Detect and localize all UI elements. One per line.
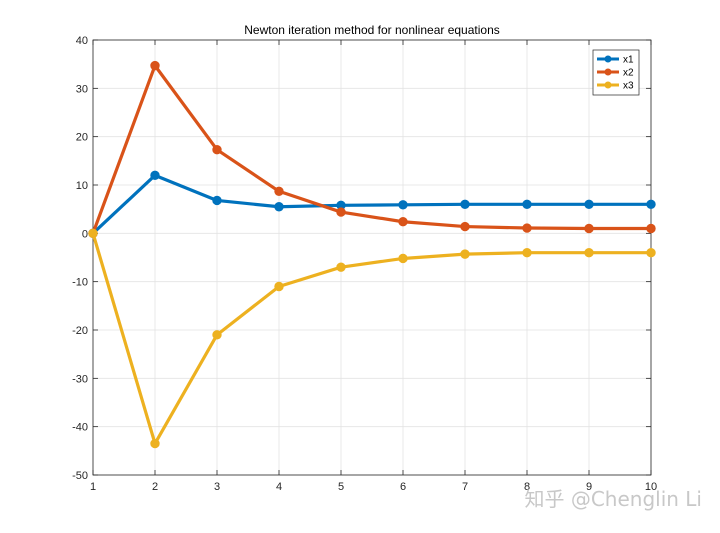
series-x3 — [88, 228, 656, 449]
data-point-x3 — [150, 438, 160, 449]
x-tick-label: 1 — [90, 481, 96, 493]
data-point-x2 — [584, 223, 594, 234]
data-point-x3 — [398, 253, 408, 264]
series-line-x3 — [91, 231, 653, 446]
legend-marker-x1 — [604, 55, 612, 63]
data-point-x3 — [88, 228, 98, 239]
y-tick-label: 0 — [82, 228, 88, 240]
data-point-x3 — [646, 247, 656, 258]
y-tick-label: -30 — [72, 373, 88, 385]
y-tick-label: 40 — [76, 35, 88, 47]
data-point-x2 — [336, 207, 346, 217]
series-line-x2 — [91, 64, 653, 235]
x-tick-label: 4 — [276, 481, 282, 493]
series-x2 — [88, 60, 656, 239]
legend-label-x1: x1 — [623, 55, 634, 66]
data-point-x1 — [522, 199, 532, 210]
data-point-x3 — [274, 281, 284, 292]
data-point-x3 — [460, 249, 470, 259]
x-tick-label: 5 — [338, 481, 344, 493]
data-point-x2 — [274, 186, 284, 196]
plot-area — [93, 40, 651, 475]
data-point-x1 — [398, 200, 408, 210]
data-point-x1 — [274, 202, 284, 212]
data-point-x2 — [398, 217, 408, 227]
y-tick-label: 10 — [76, 180, 88, 192]
data-point-x3 — [212, 330, 222, 340]
legend: x1 x2 x3 — [592, 49, 640, 96]
series-line-x1 — [91, 173, 653, 235]
data-point-x3 — [336, 262, 346, 272]
y-tick-label: -40 — [72, 422, 88, 434]
plot-frame — [92, 39, 652, 476]
chart-title: Newton iteration method for nonlinear eq… — [244, 23, 500, 37]
y-tick-label: -20 — [72, 325, 88, 337]
legend-marker-x3 — [604, 81, 612, 89]
axis-ticks: 1 2 3 4 5 6 7 8 9 10 40 30 20 10 0 -10 -20 -30 -40 -50 — [72, 35, 657, 493]
y-tick-label: -50 — [72, 470, 88, 482]
x-tick-label: 3 — [214, 481, 220, 493]
data-point-x1 — [646, 199, 656, 210]
legend-label-x3: x3 — [623, 81, 634, 92]
data-point-x3 — [584, 247, 594, 258]
x-tick-label: 8 — [524, 481, 530, 493]
data-point-x2 — [150, 60, 160, 71]
data-point-x3 — [522, 247, 532, 258]
data-point-x1 — [212, 195, 222, 206]
data-point-x2 — [460, 221, 470, 232]
x-tick-label: 6 — [400, 481, 406, 493]
data-point-x2 — [212, 145, 222, 155]
legend-marker-x2 — [604, 68, 612, 76]
x-tick-label: 2 — [152, 481, 158, 493]
y-tick-label: 30 — [76, 83, 88, 95]
watermark: 知乎 @Chenglin Li — [524, 487, 702, 511]
data-series — [88, 60, 656, 449]
legend-label-x2: x2 — [623, 68, 634, 79]
data-point-x1 — [460, 199, 470, 210]
data-point-x2 — [522, 223, 532, 233]
y-tick-label: 20 — [76, 132, 88, 144]
data-point-x1 — [584, 199, 594, 210]
x-tick-label: 10 — [645, 481, 657, 493]
data-point-x2 — [646, 223, 656, 234]
data-point-x1 — [150, 170, 160, 181]
x-tick-label: 9 — [586, 481, 592, 493]
y-tick-label: -10 — [72, 277, 88, 289]
x-tick-label: 7 — [462, 481, 468, 493]
